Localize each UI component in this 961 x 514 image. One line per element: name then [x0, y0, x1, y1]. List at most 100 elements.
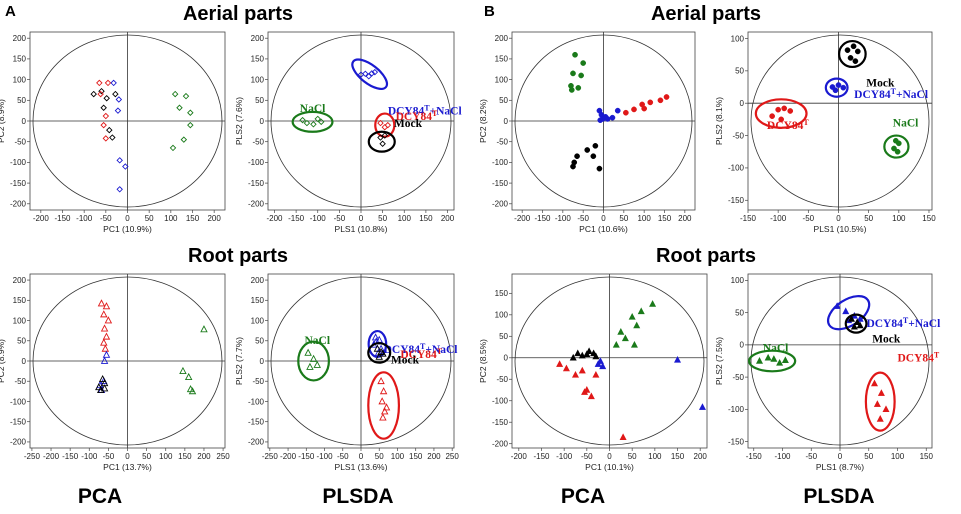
x-tick-label: 0 — [601, 214, 606, 223]
data-point — [102, 112, 110, 120]
x-tick-label: -50 — [100, 214, 112, 223]
y-tick-label: 0 — [22, 117, 27, 126]
data-point — [379, 413, 387, 421]
x-tick-label: -100 — [310, 214, 327, 223]
y-tick-label: 100 — [495, 75, 509, 84]
data-point — [628, 313, 636, 320]
data-point — [306, 362, 314, 370]
data-point — [623, 109, 629, 116]
series-dcy84t — [623, 94, 670, 116]
data-point — [587, 392, 595, 400]
y-tick-label: 200 — [13, 276, 27, 285]
x-tick-label: 250 — [445, 452, 459, 461]
data-point — [894, 148, 901, 155]
plots: -200 -150 -100 -50 0 50 100 150 200 -200 -150 -100 -… — [0, 31, 940, 472]
data-point — [592, 352, 600, 360]
data-point — [100, 310, 108, 318]
y-tick-label: -150 — [248, 417, 265, 426]
data-point — [854, 48, 861, 55]
y-axis-label: PC2 (8.2%) — [478, 99, 488, 143]
data-point — [856, 315, 864, 322]
y-tick-label: -150 — [248, 179, 265, 188]
x-tick-label: 100 — [637, 214, 651, 223]
data-point — [304, 348, 312, 356]
x-tick-label: -250 — [24, 452, 41, 461]
data-point — [850, 322, 858, 330]
panel-letter-b: B — [484, 3, 495, 20]
data-point — [373, 344, 382, 352]
data-point — [787, 108, 794, 114]
data-point — [309, 354, 318, 362]
x-tick-label: -150 — [746, 452, 763, 461]
y-tick-label: -50 — [252, 137, 264, 146]
x-tick-label: 50 — [864, 214, 873, 223]
group-ellipse — [367, 130, 396, 153]
x-axis-label: PC1 (13.7%) — [103, 462, 152, 472]
y-tick-label: -100 — [248, 397, 265, 406]
data-point — [844, 47, 851, 53]
data-point — [592, 371, 600, 378]
group-label: NaCl — [304, 335, 330, 347]
data-point — [630, 340, 638, 348]
data-point — [781, 356, 789, 364]
data-point — [317, 118, 325, 126]
x-tick-label: 50 — [145, 214, 154, 223]
data-point — [104, 79, 112, 87]
data-point — [380, 407, 389, 415]
y-tick-label: -200 — [10, 200, 27, 209]
y-tick-label: -100 — [728, 405, 745, 414]
data-point — [599, 116, 606, 122]
group-label: DCY84T — [396, 109, 438, 124]
data-point — [200, 325, 208, 333]
x-tick-label: -150 — [298, 452, 315, 461]
data-point — [596, 165, 603, 172]
x-tick-label: 200 — [678, 214, 692, 223]
y-tick-label: -50 — [496, 375, 508, 384]
data-point — [853, 318, 861, 326]
data-point — [90, 90, 97, 98]
data-point — [657, 97, 664, 104]
y-tick-label: 100 — [13, 316, 27, 325]
y-tick-label: 100 — [251, 75, 265, 84]
data-point — [871, 379, 878, 387]
data-point — [384, 121, 392, 129]
y-tick-label: 50 — [255, 337, 264, 346]
y-tick-label: 200 — [251, 276, 265, 285]
y-tick-label: -50 — [732, 373, 744, 382]
y-tick-label: 50 — [255, 96, 264, 105]
x-tick-label: 0 — [125, 214, 130, 223]
data-point — [778, 116, 785, 123]
y-tick-label: 200 — [495, 34, 509, 43]
series-dcy84t-nacl: DCY84T+NaCl — [351, 58, 462, 117]
x-axis-label: PLS1 (10.5%) — [814, 224, 867, 234]
data-point — [631, 106, 637, 113]
data-point — [614, 107, 621, 114]
y-axis-label: PLS2 (7.5%) — [714, 337, 724, 385]
x-tick-label: -50 — [805, 452, 817, 461]
x-tick-label: 0 — [125, 452, 130, 461]
series-dcy84t: DCY84T — [367, 346, 443, 440]
group-ellipse — [291, 110, 334, 133]
plot-frame — [747, 31, 933, 211]
y-tick-label: -150 — [728, 437, 745, 446]
data-point — [835, 82, 842, 88]
x-tick-label: -100 — [81, 452, 98, 461]
y-tick-label: 100 — [731, 276, 745, 285]
data-point — [101, 344, 110, 352]
a-aerial-plsda-chart: -200 -150 -100 -50 0 50 100 150 200-200-150-100-… — [234, 31, 462, 234]
data-point — [575, 85, 582, 91]
data-point — [182, 92, 190, 100]
group-label: NaCl — [763, 342, 789, 354]
y-tick-label: -100 — [728, 164, 745, 173]
y-tick-label: 200 — [13, 34, 27, 43]
y-tick-label: -200 — [492, 200, 509, 209]
y-tick-label: 150 — [251, 55, 265, 64]
a-root-pca-chart: -250 -200 -150 -100 -50 0 50 100 150 200 250-200-1… — [0, 273, 230, 472]
data-point — [850, 43, 857, 50]
series-dcy84t — [97, 299, 113, 352]
data-point — [377, 344, 385, 352]
data-point — [649, 300, 657, 307]
x-tick-label: 0 — [607, 452, 612, 461]
data-point — [833, 302, 841, 309]
